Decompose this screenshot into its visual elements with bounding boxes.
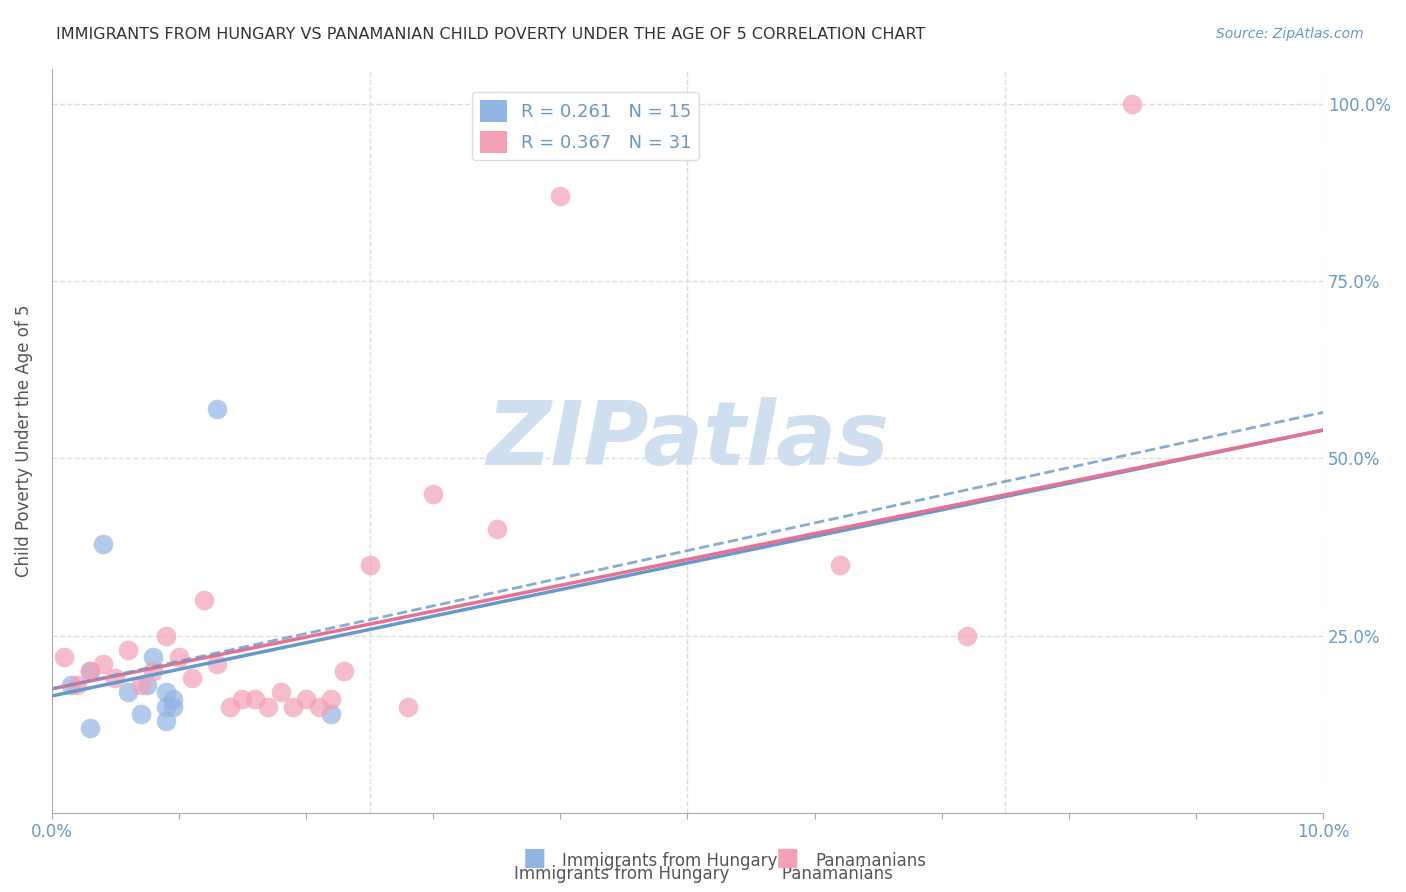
Point	[485, 522, 508, 536]
Point	[270, 685, 292, 699]
Legend: R = 0.261   N = 15, R = 0.367   N = 31: R = 0.261 N = 15, R = 0.367 N = 31	[472, 93, 699, 160]
Text: Panamanians: Panamanians	[815, 852, 927, 870]
Point	[91, 657, 114, 671]
Point	[79, 721, 101, 735]
Point	[79, 664, 101, 678]
Point	[59, 678, 82, 692]
Point	[333, 664, 356, 678]
Text: Source: ZipAtlas.com: Source: ZipAtlas.com	[1216, 27, 1364, 41]
Point	[308, 699, 330, 714]
Point	[243, 692, 266, 706]
Point	[129, 706, 152, 721]
Point	[155, 629, 177, 643]
Point	[117, 643, 139, 657]
Text: Immigrants from Hungary          Panamanians: Immigrants from Hungary Panamanians	[513, 865, 893, 883]
Point	[396, 699, 419, 714]
Point	[104, 671, 127, 685]
Point	[321, 706, 343, 721]
Point	[283, 699, 305, 714]
Point	[129, 678, 152, 692]
Point	[205, 657, 228, 671]
Point	[1121, 97, 1143, 112]
Point	[162, 692, 184, 706]
Point	[162, 699, 184, 714]
Point	[79, 664, 101, 678]
Point	[155, 714, 177, 728]
Point	[295, 692, 318, 706]
Point	[956, 629, 979, 643]
Point	[193, 593, 215, 607]
Point	[167, 649, 190, 664]
Text: ZIPatlas: ZIPatlas	[486, 397, 889, 484]
Point	[828, 558, 851, 572]
Point	[155, 685, 177, 699]
Text: ■: ■	[776, 846, 799, 870]
Point	[142, 649, 165, 664]
Point	[142, 664, 165, 678]
Point	[180, 671, 202, 685]
Y-axis label: Child Poverty Under the Age of 5: Child Poverty Under the Age of 5	[15, 304, 32, 577]
Point	[218, 699, 240, 714]
Point	[205, 401, 228, 416]
Point	[117, 685, 139, 699]
Point	[321, 692, 343, 706]
Point	[53, 649, 76, 664]
Text: Immigrants from Hungary: Immigrants from Hungary	[562, 852, 778, 870]
Text: ■: ■	[523, 846, 546, 870]
Text: IMMIGRANTS FROM HUNGARY VS PANAMANIAN CHILD POVERTY UNDER THE AGE OF 5 CORRELATI: IMMIGRANTS FROM HUNGARY VS PANAMANIAN CH…	[56, 27, 925, 42]
Point	[257, 699, 280, 714]
Point	[359, 558, 381, 572]
Point	[422, 487, 444, 501]
Point	[91, 536, 114, 550]
Point	[66, 678, 89, 692]
Point	[155, 699, 177, 714]
Point	[231, 692, 253, 706]
Point	[550, 189, 572, 203]
Point	[136, 678, 159, 692]
